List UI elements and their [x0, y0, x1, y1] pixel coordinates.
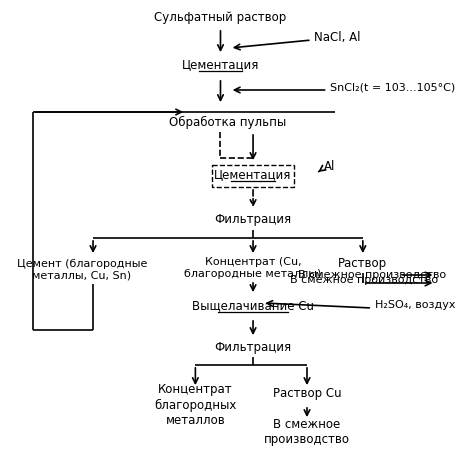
Text: NaCl, Al: NaCl, Al — [314, 31, 361, 44]
Text: Раствор: Раствор — [338, 257, 387, 270]
Text: Цемент (благородные
металлы, Cu, Sn): Цемент (благородные металлы, Cu, Sn) — [17, 259, 147, 281]
Text: Цементация: Цементация — [182, 58, 259, 71]
Text: Концентрат
благородных
металлов: Концентрат благородных металлов — [154, 383, 237, 426]
Text: Обработка пульпы: Обработка пульпы — [169, 115, 287, 129]
Text: Выщелачивание Cu: Выщелачивание Cu — [192, 300, 314, 313]
Text: Раствор Cu: Раствор Cu — [273, 388, 341, 400]
Text: SnCl₂(t = 103...105°C): SnCl₂(t = 103...105°C) — [330, 82, 456, 92]
Text: Al: Al — [324, 161, 335, 174]
Text: В смежное производство: В смежное производство — [290, 275, 438, 285]
Text: Концентрат (Cu,
благородные металлы): Концентрат (Cu, благородные металлы) — [184, 257, 322, 279]
Text: H₂SO₄, воздух: H₂SO₄, воздух — [375, 300, 456, 310]
Text: В смежное производство: В смежное производство — [298, 270, 446, 280]
Text: Фильтрация: Фильтрация — [215, 342, 292, 355]
Text: Цементация: Цементация — [214, 169, 292, 181]
Text: Сульфатный раствор: Сульфатный раствор — [155, 12, 287, 25]
Text: В смежное
производство: В смежное производство — [264, 418, 350, 446]
Text: Фильтрация: Фильтрация — [215, 213, 292, 226]
